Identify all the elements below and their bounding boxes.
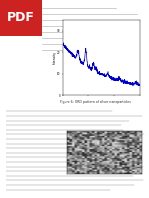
X-axis label: 2θ (°): 2θ (°) xyxy=(97,102,105,106)
Text: Figure 6: XRD pattern of silver nanoparticles: Figure 6: XRD pattern of silver nanopart… xyxy=(60,100,131,104)
Text: PDF: PDF xyxy=(7,11,35,24)
Y-axis label: Intensity: Intensity xyxy=(52,51,56,64)
